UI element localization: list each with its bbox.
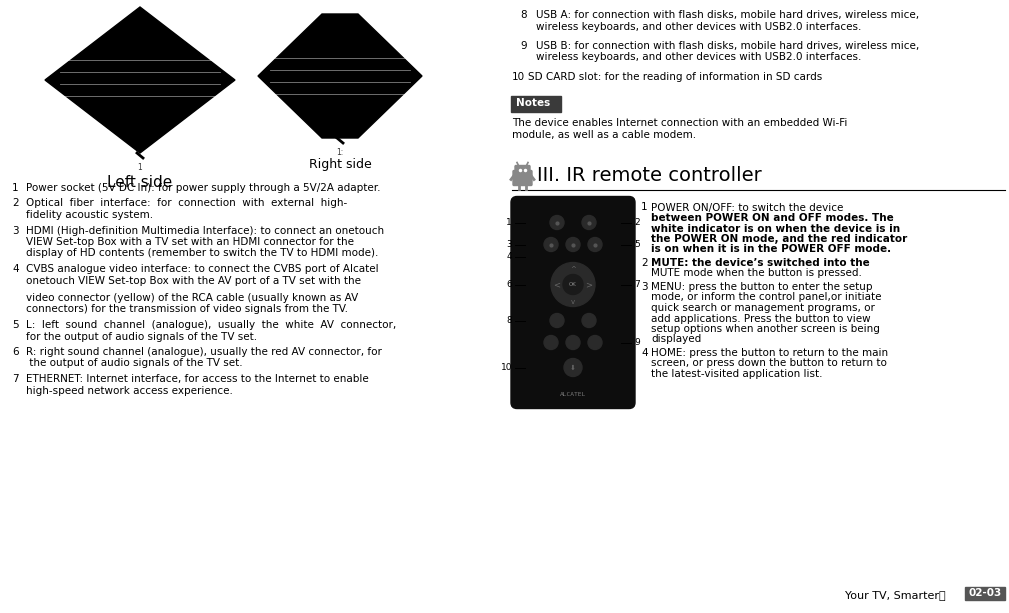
Circle shape xyxy=(544,237,558,251)
Text: setup options when another screen is being: setup options when another screen is bei… xyxy=(651,324,880,334)
Text: L:  left  sound  channel  (analogue),  usually  the  white  AV  connector,: L: left sound channel (analogue), usuall… xyxy=(26,320,397,330)
Circle shape xyxy=(550,216,564,229)
Text: 3: 3 xyxy=(641,282,648,292)
FancyBboxPatch shape xyxy=(515,166,530,175)
Text: connectors) for the transmission of video signals from the TV.: connectors) for the transmission of vide… xyxy=(26,305,348,314)
Text: 2: 2 xyxy=(641,258,648,268)
Text: module, as well as a cable modem.: module, as well as a cable modem. xyxy=(512,130,696,140)
Text: USB A: for connection with flash disks, mobile hard drives, wireless mice,: USB A: for connection with flash disks, … xyxy=(536,10,919,20)
Circle shape xyxy=(550,313,564,327)
Text: R: right sound channel (analogue), usually the red AV connector, for: R: right sound channel (analogue), usual… xyxy=(26,347,381,357)
Text: 5: 5 xyxy=(634,240,640,249)
Circle shape xyxy=(582,313,596,327)
Text: Optical  fiber  interface:  for  connection  with  external  high-: Optical fiber interface: for connection … xyxy=(26,199,347,208)
Text: 4: 4 xyxy=(641,348,648,358)
FancyBboxPatch shape xyxy=(511,197,635,408)
Text: MUTE mode when the button is pressed.: MUTE mode when the button is pressed. xyxy=(651,268,862,278)
Text: 1: 1 xyxy=(12,183,18,193)
Polygon shape xyxy=(45,7,235,153)
Text: 7: 7 xyxy=(12,374,18,384)
Text: SD CARD slot: for the reading of information in SD cards: SD CARD slot: for the reading of informa… xyxy=(528,72,822,82)
Text: the output of audio signals of the TV set.: the output of audio signals of the TV se… xyxy=(26,359,242,368)
Text: III. IR remote controller: III. IR remote controller xyxy=(537,166,762,185)
Text: CVBS analogue video interface: to connect the CVBS port of Alcatel: CVBS analogue video interface: to connec… xyxy=(26,264,378,274)
Text: <: < xyxy=(554,280,561,289)
FancyBboxPatch shape xyxy=(965,587,1005,600)
Text: is on when it is in the POWER OFF mode.: is on when it is in the POWER OFF mode. xyxy=(651,245,891,254)
Text: 1:: 1: xyxy=(336,148,344,157)
Text: 4: 4 xyxy=(507,252,512,261)
Text: displayed: displayed xyxy=(651,335,701,345)
Text: MUTE: the device’s switched into the: MUTE: the device’s switched into the xyxy=(651,258,870,268)
Text: ⬇: ⬇ xyxy=(570,365,576,370)
Text: 6: 6 xyxy=(507,280,512,289)
Text: OK: OK xyxy=(569,282,577,287)
Text: MENU: press the button to enter the setup: MENU: press the button to enter the setu… xyxy=(651,282,873,292)
Text: 6: 6 xyxy=(12,347,18,357)
Circle shape xyxy=(551,262,595,306)
Text: 4: 4 xyxy=(12,264,18,274)
Text: Power socket (5V DC In): for power supply through a 5V/2A adapter.: Power socket (5V DC In): for power suppl… xyxy=(26,183,380,193)
Text: USB B: for connection with flash disks, mobile hard drives, wireless mice,: USB B: for connection with flash disks, … xyxy=(536,41,919,51)
Text: 8: 8 xyxy=(520,10,527,20)
Text: VIEW Set-top Box with a TV set with an HDMI connector for the: VIEW Set-top Box with a TV set with an H… xyxy=(26,237,354,247)
Text: high-speed network access experience.: high-speed network access experience. xyxy=(26,386,233,395)
Text: for the output of audio signals of the TV set.: for the output of audio signals of the T… xyxy=(26,332,257,341)
Text: v: v xyxy=(571,299,575,305)
Text: 5: 5 xyxy=(12,320,18,330)
Text: Notes: Notes xyxy=(516,97,550,107)
Text: Right side: Right side xyxy=(309,158,371,171)
Text: fidelity acoustic system.: fidelity acoustic system. xyxy=(26,210,153,220)
Text: 3: 3 xyxy=(12,226,18,235)
Text: ETHERNET: Internet interface, for access to the Internet to enable: ETHERNET: Internet interface, for access… xyxy=(26,374,368,384)
Circle shape xyxy=(588,335,602,349)
Text: 02-03: 02-03 xyxy=(969,588,1002,598)
Text: Left side: Left side xyxy=(107,175,173,190)
Circle shape xyxy=(564,359,582,376)
Text: POWER ON/OFF: to switch the device: POWER ON/OFF: to switch the device xyxy=(651,202,844,213)
Text: 10: 10 xyxy=(500,363,512,372)
Text: the POWER ON mode, and the red indicator: the POWER ON mode, and the red indicator xyxy=(651,234,907,244)
Circle shape xyxy=(566,335,580,349)
Text: >: > xyxy=(585,280,592,289)
Text: white indicator is on when the device is in: white indicator is on when the device is… xyxy=(651,224,900,234)
FancyBboxPatch shape xyxy=(513,170,532,186)
Text: 3: 3 xyxy=(507,240,512,249)
Text: the latest-visited application list.: the latest-visited application list. xyxy=(651,369,822,379)
Text: HOME: press the button to return to the main: HOME: press the button to return to the … xyxy=(651,348,888,358)
Text: display of HD contents (remember to switch the TV to HDMI mode).: display of HD contents (remember to swit… xyxy=(26,248,378,259)
Circle shape xyxy=(544,335,558,349)
Text: 1: 1 xyxy=(137,163,142,172)
Text: quick search or management programs, or: quick search or management programs, or xyxy=(651,303,875,313)
Circle shape xyxy=(582,216,596,229)
Text: Your TV, Smarter！: Your TV, Smarter！ xyxy=(845,590,945,600)
Text: 9: 9 xyxy=(520,41,527,51)
Text: video connector (yellow) of the RCA cable (usually known as AV: video connector (yellow) of the RCA cabl… xyxy=(26,293,358,303)
Text: wireless keyboards, and other devices with USB2.0 interfaces.: wireless keyboards, and other devices wi… xyxy=(536,21,862,31)
Text: add applications. Press the button to view: add applications. Press the button to vi… xyxy=(651,313,871,324)
FancyBboxPatch shape xyxy=(511,96,561,112)
Text: mode, or inform the control panel,or initiate: mode, or inform the control panel,or ini… xyxy=(651,292,882,302)
Text: ^: ^ xyxy=(570,265,576,272)
Text: The device enables Internet connection with an embedded Wi-Fi: The device enables Internet connection w… xyxy=(512,118,848,129)
Text: HDMI (High-definition Multimedia Interface): to connect an onetouch: HDMI (High-definition Multimedia Interfa… xyxy=(26,226,384,235)
Circle shape xyxy=(588,237,602,251)
Text: 2: 2 xyxy=(634,218,640,227)
Text: ALCATEL: ALCATEL xyxy=(560,392,586,397)
Text: wireless keyboards, and other devices with USB2.0 interfaces.: wireless keyboards, and other devices wi… xyxy=(536,53,862,63)
Text: 2: 2 xyxy=(12,199,18,208)
Text: onetouch VIEW Set-top Box with the AV port of a TV set with the: onetouch VIEW Set-top Box with the AV po… xyxy=(26,275,361,286)
Text: 10: 10 xyxy=(512,72,525,82)
Text: 9: 9 xyxy=(634,338,640,347)
Text: screen, or press down the button to return to: screen, or press down the button to retu… xyxy=(651,359,887,368)
Polygon shape xyxy=(258,14,422,138)
Text: between POWER ON and OFF modes. The: between POWER ON and OFF modes. The xyxy=(651,213,894,223)
Text: 1: 1 xyxy=(507,218,512,227)
Circle shape xyxy=(563,275,583,294)
Text: 7: 7 xyxy=(634,280,640,289)
Text: 8: 8 xyxy=(507,316,512,325)
Circle shape xyxy=(566,237,580,251)
Text: 1: 1 xyxy=(641,202,648,213)
